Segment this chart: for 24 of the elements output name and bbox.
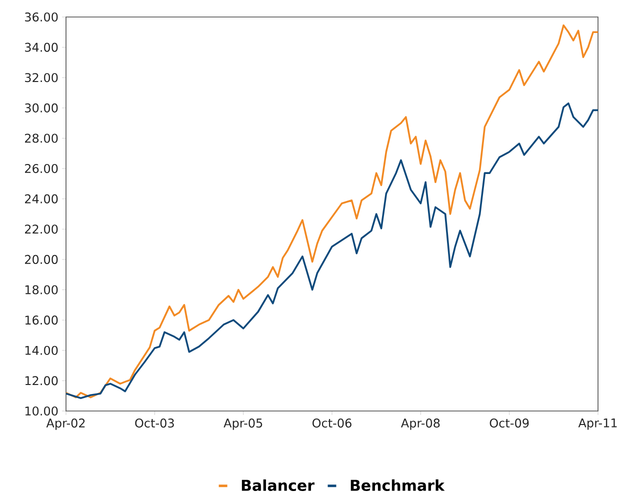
x-tick-label: Apr-08 (400, 418, 440, 430)
y-tick-label: 20.00 (25, 254, 58, 264)
x-tick-label: Oct-03 (135, 418, 174, 428)
y-tick-label: 10.00 (25, 406, 58, 416)
y-tick-label: 34.00 (25, 42, 58, 52)
y-tick-label: 30.00 (25, 103, 58, 112)
y-tick-label: 36.00 (25, 12, 58, 22)
x-tick-label: Apr-02 (46, 418, 85, 430)
y-tick-label: 22.00 (25, 224, 58, 234)
y-tick-label: 12.00 (25, 376, 58, 386)
y-tick-label: 16.00 (25, 316, 58, 325)
y-tick-label: 14.00 (25, 346, 58, 355)
legend-label: Benchmark (350, 479, 445, 492)
x-tick-label: Oct-09 (490, 418, 529, 428)
line-series (66, 102, 598, 400)
x-tick-label: Oct-06 (312, 418, 352, 428)
y-tick-label: 26.00 (25, 164, 58, 174)
y-tick-label: 24.00 (25, 194, 58, 204)
y-tick-label: 28.00 (25, 134, 58, 143)
legend-label: Balancer (242, 479, 314, 492)
y-tick-label: 32.00 (25, 73, 58, 82)
y-tick-label: 18.00 (25, 285, 58, 294)
x-tick-label: Apr-11 (578, 418, 617, 430)
x-tick-label: Apr-05 (224, 418, 262, 430)
